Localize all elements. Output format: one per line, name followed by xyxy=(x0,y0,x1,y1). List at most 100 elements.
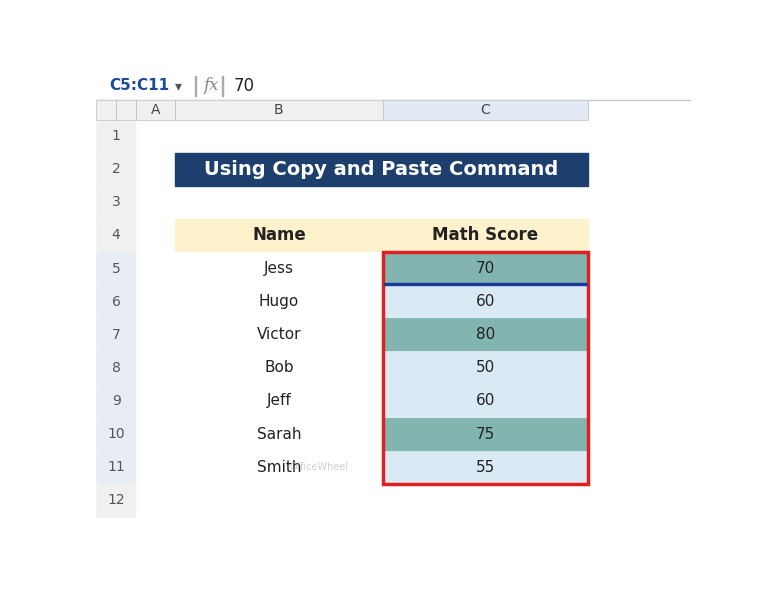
Bar xyxy=(136,318,175,351)
Bar xyxy=(96,351,116,384)
Text: 4: 4 xyxy=(112,229,121,243)
Bar xyxy=(116,417,136,451)
Bar xyxy=(136,120,175,153)
Text: 10: 10 xyxy=(108,427,125,441)
Text: A: A xyxy=(151,103,161,117)
Bar xyxy=(175,120,382,153)
Text: 70: 70 xyxy=(234,77,255,95)
Bar xyxy=(382,219,588,252)
Text: Victor: Victor xyxy=(257,327,301,342)
Bar xyxy=(382,417,588,451)
Text: Jeff: Jeff xyxy=(266,394,291,408)
Bar xyxy=(175,417,382,451)
Bar xyxy=(175,153,588,186)
Bar xyxy=(96,153,116,186)
Bar xyxy=(136,219,175,252)
Bar xyxy=(96,451,116,484)
Bar xyxy=(382,318,588,351)
Bar xyxy=(222,76,223,96)
Text: 8: 8 xyxy=(111,361,121,375)
Bar xyxy=(96,318,116,351)
Text: Using Copy and Paste Command: Using Copy and Paste Command xyxy=(204,160,558,179)
Bar xyxy=(175,318,382,351)
Bar xyxy=(382,285,588,318)
Bar xyxy=(382,417,588,451)
Bar xyxy=(382,219,588,252)
Text: ▾: ▾ xyxy=(174,79,182,93)
Bar xyxy=(175,318,382,351)
Bar xyxy=(136,100,175,120)
Bar xyxy=(382,451,588,484)
Bar xyxy=(382,285,588,318)
Text: 6: 6 xyxy=(111,295,121,308)
Bar xyxy=(96,285,116,318)
Bar xyxy=(175,285,382,318)
Bar xyxy=(116,120,136,153)
Bar xyxy=(96,417,116,451)
Bar xyxy=(175,252,382,285)
Bar xyxy=(382,252,588,484)
Bar xyxy=(96,120,116,153)
Text: 11: 11 xyxy=(108,460,125,474)
Text: 12: 12 xyxy=(108,493,125,507)
Bar xyxy=(96,99,691,100)
Bar xyxy=(382,100,588,120)
Text: Math Score: Math Score xyxy=(432,226,538,244)
Bar xyxy=(382,252,588,285)
Text: 60: 60 xyxy=(475,294,495,309)
Text: C5:C11: C5:C11 xyxy=(109,78,169,93)
Bar xyxy=(175,219,382,252)
Bar xyxy=(175,252,382,285)
Bar xyxy=(116,285,136,318)
Bar xyxy=(96,186,116,219)
Bar xyxy=(116,252,136,285)
Text: 80: 80 xyxy=(476,327,495,342)
Bar xyxy=(136,451,175,484)
Bar xyxy=(382,318,588,351)
Text: C: C xyxy=(481,103,490,117)
Text: 55: 55 xyxy=(476,460,495,475)
Bar xyxy=(136,384,175,417)
Text: 9: 9 xyxy=(111,394,121,408)
Text: 7: 7 xyxy=(112,328,121,342)
Bar xyxy=(382,252,588,285)
Bar xyxy=(136,285,175,318)
Bar xyxy=(175,100,382,120)
Bar xyxy=(175,417,382,451)
Bar xyxy=(382,484,588,517)
Text: Smith: Smith xyxy=(257,460,301,475)
Bar xyxy=(175,153,382,186)
Bar xyxy=(382,351,588,384)
Bar xyxy=(175,351,382,384)
Bar xyxy=(96,100,116,120)
Text: B: B xyxy=(274,103,283,117)
Text: 50: 50 xyxy=(476,361,495,375)
Text: Jess: Jess xyxy=(264,261,294,276)
Text: OfficeWheel: OfficeWheel xyxy=(290,462,349,472)
Bar xyxy=(96,100,588,120)
Bar xyxy=(116,219,136,252)
Bar xyxy=(96,252,116,285)
Bar xyxy=(136,484,175,517)
Bar xyxy=(382,451,588,484)
Bar xyxy=(136,417,175,451)
Text: 75: 75 xyxy=(476,427,495,442)
Text: 3: 3 xyxy=(112,195,121,210)
Bar xyxy=(175,384,382,417)
Bar xyxy=(175,351,382,384)
Bar xyxy=(136,351,175,384)
Bar xyxy=(116,318,136,351)
Bar xyxy=(96,219,116,252)
Bar xyxy=(382,351,588,384)
Text: Name: Name xyxy=(252,226,306,244)
Bar xyxy=(116,451,136,484)
Bar xyxy=(116,484,136,517)
Bar xyxy=(116,153,136,186)
Bar xyxy=(382,384,588,417)
Bar xyxy=(136,153,175,186)
Text: Bob: Bob xyxy=(264,361,293,375)
Bar xyxy=(382,186,588,219)
Text: 60: 60 xyxy=(475,394,495,408)
Bar xyxy=(136,252,175,285)
Text: Hugo: Hugo xyxy=(259,294,299,309)
